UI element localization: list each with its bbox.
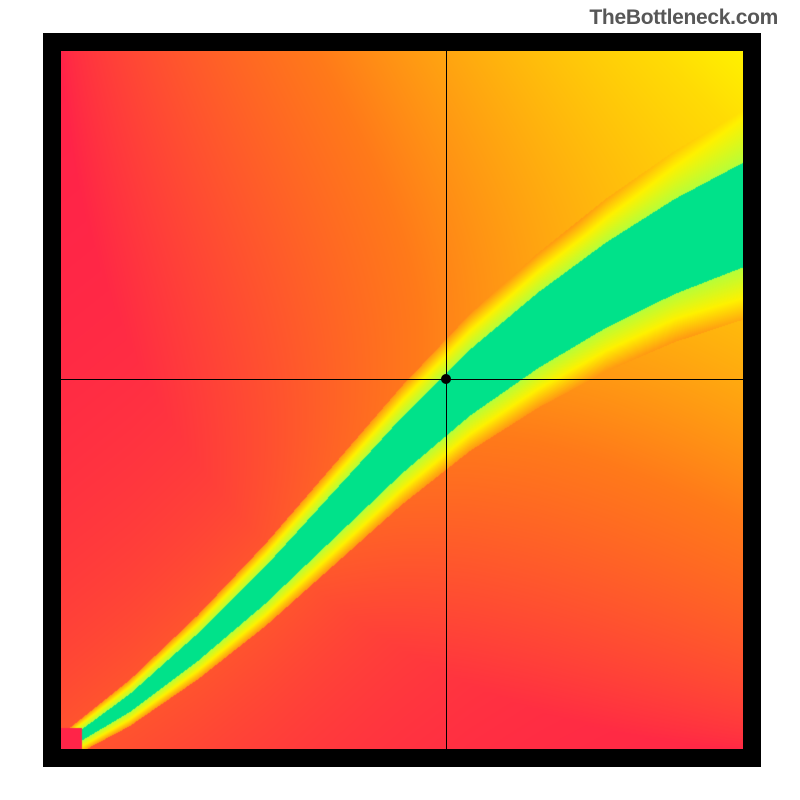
crosshair-horizontal [61, 379, 743, 380]
watermark-text: TheBottleneck.com [589, 6, 778, 30]
crosshair-vertical [446, 51, 447, 749]
figure-container: TheBottleneck.com [0, 0, 800, 800]
marker-dot [441, 374, 451, 384]
plot-frame [43, 33, 761, 767]
heatmap-canvas [61, 51, 743, 749]
